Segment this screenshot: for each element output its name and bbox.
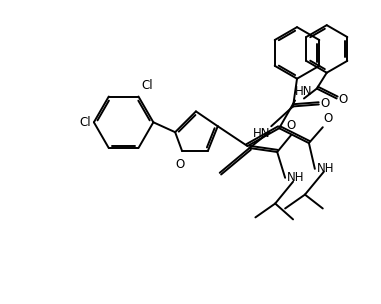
- Text: O: O: [339, 93, 348, 106]
- Text: O: O: [324, 112, 333, 125]
- Text: Cl: Cl: [141, 78, 153, 92]
- Text: O: O: [321, 97, 330, 110]
- Text: NH: NH: [317, 162, 335, 175]
- Text: NH: NH: [287, 171, 304, 184]
- Text: O: O: [287, 119, 296, 132]
- Text: HN: HN: [253, 127, 270, 140]
- Text: Cl: Cl: [79, 116, 91, 129]
- Text: O: O: [176, 158, 185, 171]
- Text: HN: HN: [295, 85, 312, 98]
